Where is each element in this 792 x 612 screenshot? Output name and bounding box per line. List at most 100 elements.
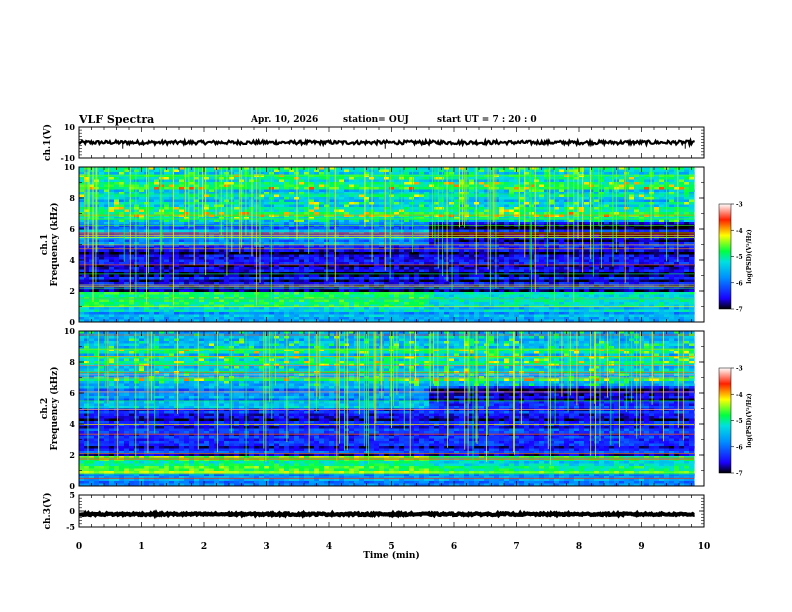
spectro-cell	[644, 192, 650, 195]
spectro-cell	[209, 167, 215, 170]
spectro-cell	[659, 194, 665, 198]
spectro-cell	[464, 187, 470, 190]
spectro-cell	[149, 184, 155, 188]
spectro-cell	[379, 237, 385, 240]
spectro-cell	[329, 254, 335, 258]
spectro-cell	[439, 177, 445, 180]
spectro-cell	[639, 227, 645, 230]
spectro-cell	[139, 197, 145, 200]
spectro-cell	[469, 187, 475, 190]
spectro-cell	[584, 252, 590, 255]
spectro-cell	[339, 204, 345, 208]
spectro-cell	[649, 229, 655, 233]
spectro-cell	[244, 242, 250, 245]
spectro-cell	[79, 194, 85, 198]
spectro-cell	[654, 194, 660, 198]
spectro-cell	[214, 252, 220, 255]
spectro-cell	[484, 229, 490, 233]
spectro-cell	[359, 192, 365, 195]
spectro-cell	[109, 209, 115, 213]
spectro-cell	[329, 169, 335, 173]
spectro-cell	[654, 212, 660, 215]
spectro-cell	[184, 167, 190, 170]
spectro-cell	[259, 239, 265, 243]
spectro-cell	[204, 242, 210, 245]
spectro-cell	[349, 259, 355, 263]
spectro-cell	[299, 182, 305, 185]
spectro-cell	[474, 199, 480, 203]
spectro-cell	[304, 192, 310, 195]
spectro-cell	[474, 169, 480, 173]
spectro-cell	[349, 244, 355, 248]
spectro-cell	[579, 254, 585, 258]
spectro-cell	[609, 202, 615, 205]
spectro-cell	[514, 212, 520, 215]
spectro-cell	[349, 262, 355, 265]
spectro-cell	[549, 227, 555, 230]
spectro-cell	[319, 197, 325, 200]
spectro-cell	[459, 259, 465, 263]
spectro-cell	[359, 232, 365, 235]
spectro-cell	[489, 202, 495, 205]
spectro-cell	[644, 207, 650, 210]
spectro-cell	[604, 207, 610, 210]
spectro-cell	[179, 209, 185, 213]
spectro-cell	[139, 219, 145, 223]
spectro-cell	[334, 252, 340, 255]
spectro-cell	[624, 169, 630, 173]
spectro-cell	[519, 244, 525, 248]
spectro-cell	[359, 177, 365, 180]
spectro-cell	[584, 242, 590, 245]
spectro-cell	[564, 229, 570, 233]
spectro-cell	[659, 197, 665, 200]
spectro-cell	[184, 254, 190, 258]
spectro-cell	[319, 167, 325, 170]
spectro-cell	[649, 212, 655, 215]
spectro-cell	[404, 204, 410, 208]
spectro-cell	[439, 199, 445, 203]
spectro-cell	[319, 179, 325, 183]
spectro-cell	[104, 237, 110, 240]
spectro-cell	[284, 259, 290, 263]
spectro-cell	[469, 244, 475, 248]
spectro-cell	[99, 204, 105, 208]
spectro-cell	[259, 259, 265, 263]
spectro-cell	[279, 192, 285, 195]
spectro-cell	[539, 212, 545, 215]
spectro-cell	[284, 194, 290, 198]
spectro-cell	[649, 199, 655, 203]
spectro-cell	[274, 262, 280, 265]
spectro-cell	[629, 254, 635, 258]
spectro-cell	[264, 189, 270, 193]
spectro-cell	[639, 219, 645, 223]
spectro-cell	[89, 204, 95, 208]
spectro-cell	[479, 177, 485, 180]
spectro-cell	[359, 262, 365, 265]
spectro-cell	[554, 179, 560, 183]
spectro-cell	[569, 167, 575, 170]
spectro-cell	[434, 262, 440, 265]
spectro-cell	[119, 172, 125, 175]
spectro-cell	[414, 244, 420, 248]
spectro-cell	[379, 257, 385, 260]
spectro-cell	[474, 192, 480, 195]
spectro-cell	[384, 209, 390, 213]
spectro-cell	[244, 167, 250, 170]
spectro-cell	[169, 249, 175, 253]
spectro-cell	[429, 239, 435, 243]
spectro-cell	[244, 189, 250, 193]
spectro-cell	[609, 209, 615, 213]
spectro-cell	[594, 232, 600, 235]
spectro-cell	[359, 179, 365, 183]
spectro-cell	[364, 189, 370, 193]
spectro-cell	[539, 242, 545, 245]
spectro-cell	[479, 189, 485, 193]
spectro-cell	[644, 232, 650, 235]
spectro-cell	[499, 209, 505, 213]
spectro-cell	[274, 232, 280, 235]
spectro-cell	[629, 244, 635, 248]
spectro-cell	[339, 209, 345, 213]
spectro-cell	[509, 257, 515, 260]
spectro-cell	[569, 189, 575, 193]
spectro-cell	[479, 179, 485, 183]
